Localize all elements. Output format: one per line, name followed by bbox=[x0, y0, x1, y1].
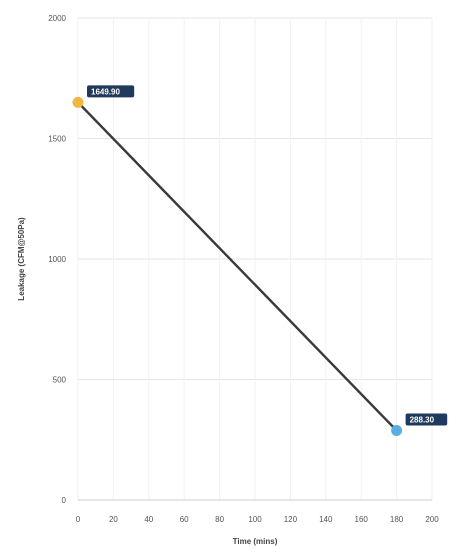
x-tick-label: 100 bbox=[248, 515, 262, 524]
y-tick-label: 500 bbox=[53, 376, 67, 385]
y-tick-label: 2000 bbox=[48, 14, 66, 23]
data-label-badge bbox=[405, 413, 448, 426]
x-tick-label: 40 bbox=[144, 515, 153, 524]
x-tick-label: 60 bbox=[180, 515, 189, 524]
axes: 0 500 1000 1500 2000 0 20 40 60 80 100 120 140 160 180… bbox=[48, 14, 439, 524]
x-tick-label: 80 bbox=[215, 515, 224, 524]
data-label-badge bbox=[87, 85, 135, 98]
x-tick-label: 120 bbox=[284, 515, 298, 524]
x-axis-title: Time (mins) bbox=[233, 537, 278, 546]
data-labels: 1649.90 288.30 bbox=[87, 85, 448, 426]
y-tick-label: 1500 bbox=[48, 135, 66, 144]
x-tick-label: 140 bbox=[319, 515, 333, 524]
x-tick-label: 20 bbox=[109, 515, 118, 524]
data-point bbox=[72, 96, 84, 108]
data-label: 1649.90 bbox=[91, 87, 120, 96]
y-axis-title: Leakage (CFM@50Pa) bbox=[17, 217, 26, 301]
x-tick-label: 180 bbox=[390, 515, 404, 524]
x-tick-label: 0 bbox=[76, 515, 81, 524]
y-tick-label: 0 bbox=[62, 496, 67, 505]
series bbox=[72, 96, 403, 437]
data-point bbox=[391, 425, 403, 437]
x-tick-label: 200 bbox=[425, 515, 439, 524]
series-line bbox=[77, 101, 398, 432]
y-tick-label: 1000 bbox=[48, 255, 66, 264]
x-tick-label: 160 bbox=[355, 515, 369, 524]
data-label: 288.30 bbox=[410, 416, 435, 425]
